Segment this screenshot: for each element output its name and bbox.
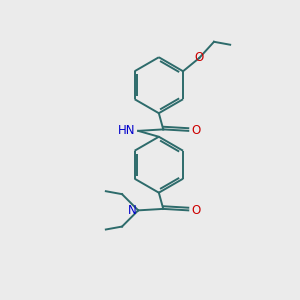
Text: O: O: [192, 124, 201, 137]
Text: O: O: [192, 204, 201, 217]
Text: O: O: [195, 52, 204, 64]
Text: HN: HN: [118, 124, 136, 137]
Text: N: N: [128, 204, 137, 217]
